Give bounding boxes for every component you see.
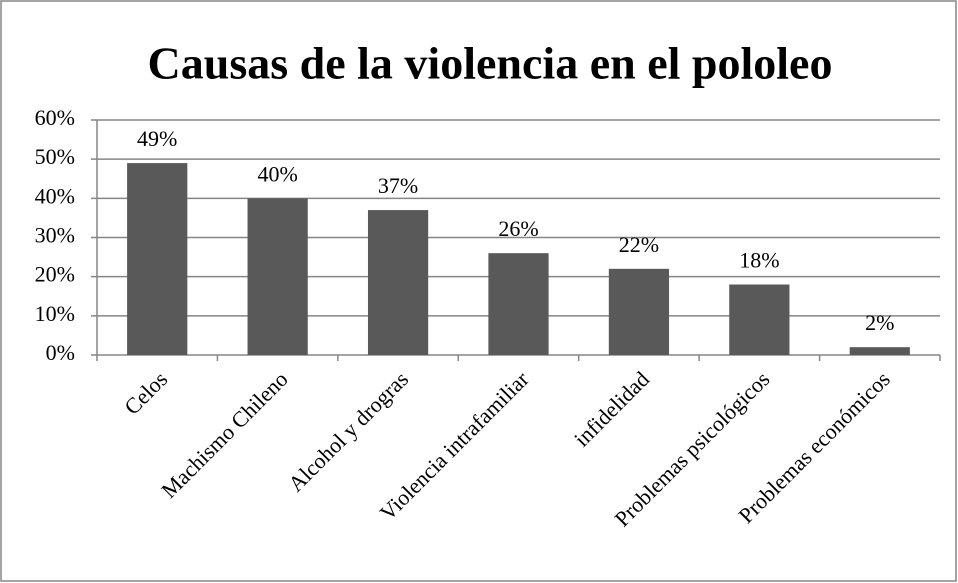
chart-title: Causas de la violencia en el pololeo <box>148 38 833 89</box>
y-tick-label: 0% <box>46 340 75 365</box>
bar <box>367 210 429 355</box>
bar <box>729 284 790 355</box>
y-tick-label: 40% <box>35 183 75 208</box>
value-label: 22% <box>619 232 659 257</box>
value-label: 37% <box>378 173 418 198</box>
value-label: 26% <box>498 216 538 241</box>
value-label: 40% <box>257 161 297 186</box>
y-tick-label: 60% <box>35 105 75 130</box>
bar <box>608 268 670 355</box>
bar <box>247 198 308 355</box>
y-tick-label: 20% <box>35 262 75 287</box>
value-label: 49% <box>137 126 177 151</box>
y-tick-label: 10% <box>35 301 75 326</box>
value-label: 18% <box>739 248 779 273</box>
value-label: 2% <box>865 310 894 335</box>
bar <box>127 163 188 355</box>
bar <box>488 253 549 355</box>
y-tick-label: 50% <box>35 144 75 169</box>
bar <box>849 347 910 355</box>
y-tick-label: 30% <box>35 223 75 248</box>
